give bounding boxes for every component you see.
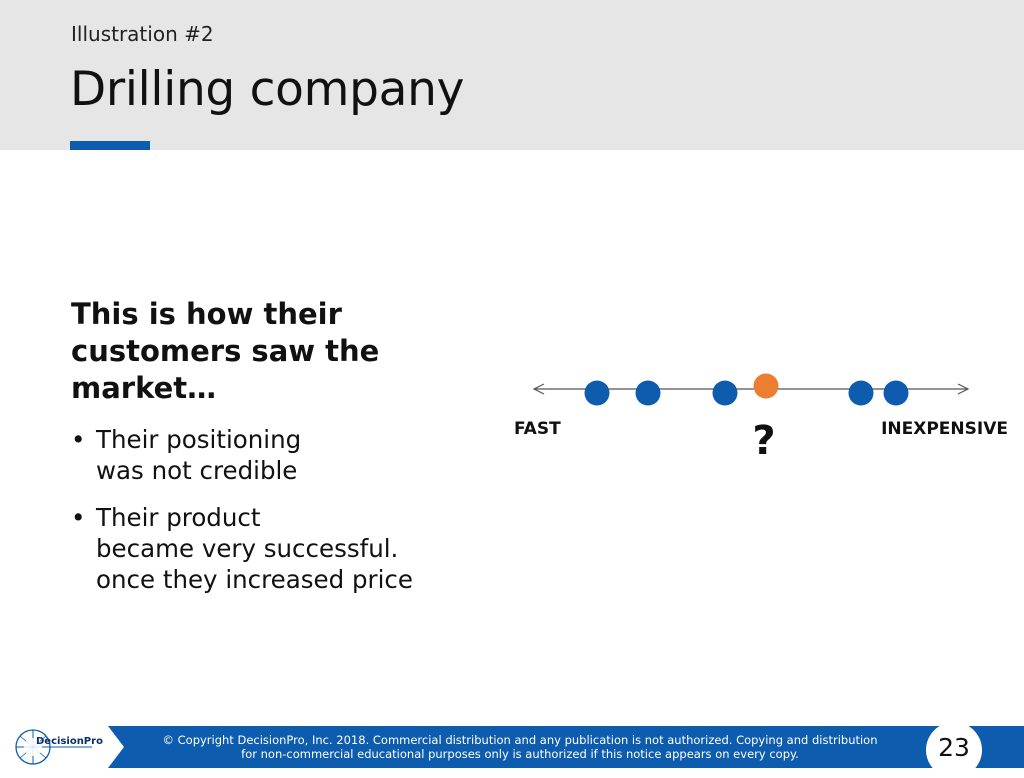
copyright-line: for non-commercial educational purposes … — [241, 747, 799, 761]
header-band — [0, 0, 1024, 150]
heading-line: customers saw the — [71, 334, 380, 368]
title-accent-bar — [70, 141, 150, 150]
axis-arrow-left-icon — [532, 383, 545, 395]
bullet-item: • Their positioning was not credible — [71, 424, 491, 486]
slide-subtitle: Illustration #2 — [71, 22, 214, 46]
bullet-list: • Their positioning was not credible • T… — [71, 424, 491, 611]
content-heading: This is how their customers saw the mark… — [71, 296, 471, 407]
decisionpro-logo: DecisionPro — [15, 729, 103, 765]
positioning-diagram: FAST ? INEXPENSIVE — [514, 373, 1008, 464]
bullet-line: Their positioning — [96, 425, 302, 454]
heading-line: This is how their — [71, 297, 342, 331]
axis-arrow-right-icon — [957, 383, 970, 395]
bullet-dot: • — [71, 425, 86, 454]
copyright-notice: © Copyright DecisionPro, Inc. 2018. Comm… — [140, 733, 900, 761]
question-mark-label: ? — [752, 418, 775, 464]
company-dot — [753, 373, 779, 399]
slide-title: Drilling company — [70, 62, 465, 117]
page-number: 23 — [938, 733, 970, 762]
competitor-dot — [584, 380, 610, 406]
bullet-line: became very successful. — [96, 534, 399, 563]
svg-text:DecisionPro: DecisionPro — [36, 736, 103, 747]
bullet-line: once they increased price — [96, 565, 413, 594]
axis-label-inexpensive: INEXPENSIVE — [881, 419, 1008, 439]
bullet-line: was not credible — [96, 456, 298, 485]
competitor-dot — [635, 380, 661, 406]
copyright-line: © Copyright DecisionPro, Inc. 2018. Comm… — [162, 733, 878, 747]
footer-band — [0, 726, 1024, 768]
heading-line: market… — [71, 371, 217, 405]
competitor-dot — [883, 380, 909, 406]
bullet-item: • Their product became very successful. … — [71, 502, 491, 595]
bullet-line: Their product — [96, 503, 261, 532]
competitor-dot — [712, 380, 738, 406]
footer-logo-area: DecisionPro — [0, 726, 124, 768]
bullet-dot: • — [71, 503, 86, 532]
axis-label-fast: FAST — [514, 419, 561, 439]
competitor-dot — [848, 380, 874, 406]
